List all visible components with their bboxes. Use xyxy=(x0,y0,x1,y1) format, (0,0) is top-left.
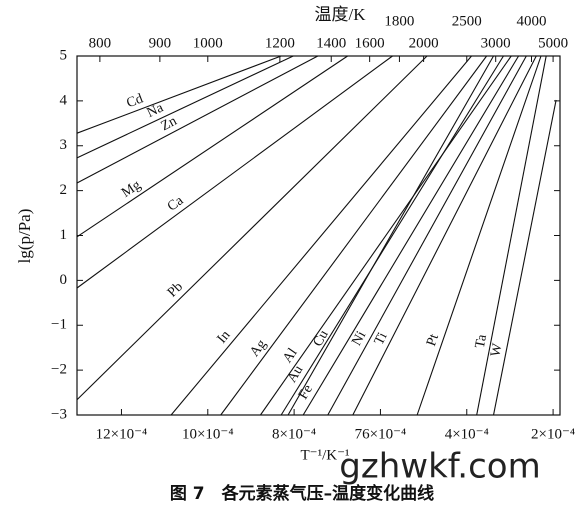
series-label: W xyxy=(488,341,505,358)
series-label: Cd xyxy=(125,91,146,111)
x2-tick-label: 1200 xyxy=(265,35,295,51)
series-line xyxy=(327,55,527,416)
series-label: Ca xyxy=(165,193,187,215)
x2-tick-label: 900 xyxy=(149,35,172,51)
series-label: Cu xyxy=(311,328,332,350)
x2-tick-label: 800 xyxy=(89,35,112,51)
series-line xyxy=(76,55,428,401)
series-label: Na xyxy=(145,100,167,121)
series-line xyxy=(259,55,512,416)
top-axis-title: 温度/K xyxy=(315,5,367,24)
y-tick-label: −2 xyxy=(51,362,67,378)
x2-tick-label: 1600 xyxy=(355,35,385,51)
series-label: Ti xyxy=(372,330,391,348)
x-tick-label: 4×10⁻⁴ xyxy=(445,426,489,442)
series-label: Ag xyxy=(247,337,269,360)
watermark: gzhwkf.com xyxy=(339,447,540,487)
series-line xyxy=(280,55,504,416)
series-label: Au xyxy=(285,363,307,385)
series-line xyxy=(76,55,393,289)
x2-tick-label: 1000 xyxy=(193,35,223,51)
series-label: Fe xyxy=(296,382,316,402)
x2-tick-label: 1400 xyxy=(316,35,346,51)
series-line xyxy=(492,99,557,416)
series-line xyxy=(76,55,282,134)
y-axis-label: lg(p/Pa) xyxy=(15,209,34,264)
series-line xyxy=(476,55,547,416)
series-line xyxy=(352,55,537,416)
series-label: Pb xyxy=(165,279,186,300)
x-tick-label: 12×10⁻⁴ xyxy=(96,426,148,442)
series-label: Ta xyxy=(473,332,490,349)
x2-tick-label: 5000 xyxy=(538,35,568,51)
y-tick-label: −1 xyxy=(51,317,67,333)
series-label: Pt xyxy=(424,332,442,348)
series-line xyxy=(302,55,520,416)
series-line xyxy=(416,55,542,416)
x-tick-label: 10×10⁻⁴ xyxy=(182,426,234,442)
x2-tick-label: 2000 xyxy=(409,35,439,51)
y-tick-label: 2 xyxy=(60,182,68,198)
series-line xyxy=(76,55,294,159)
x2-tick-label: 3000 xyxy=(481,35,511,51)
series-line xyxy=(220,55,488,416)
y-tick-label: 3 xyxy=(60,137,68,153)
x2-tick-label: 1800 xyxy=(384,13,414,29)
y-tick-label: 5 xyxy=(60,47,68,63)
y-tick-label: 4 xyxy=(60,92,68,108)
series-label: Al xyxy=(280,346,300,366)
y-tick-label: 0 xyxy=(60,272,68,288)
x2-tick-label: 2500 xyxy=(452,13,482,29)
x2-tick-label: 4000 xyxy=(517,13,547,29)
x-tick-label: 8×10⁻⁴ xyxy=(272,426,316,442)
x-axis-label: T⁻¹/K⁻¹ xyxy=(301,447,350,463)
series-label: Zn xyxy=(159,114,180,135)
y-tick-label: 1 xyxy=(60,227,68,243)
series-line xyxy=(287,55,495,416)
series-line xyxy=(170,55,472,416)
x-tick-label: 2×10⁻⁴ xyxy=(531,426,575,442)
caption: 图 7 各元素蒸气压–温度变化曲线 xyxy=(170,483,434,504)
series-label: Mg xyxy=(119,178,144,201)
y-tick-label: −3 xyxy=(51,406,67,422)
series-line xyxy=(76,55,319,184)
series-label: Ni xyxy=(349,329,369,349)
x-tick-label: 76×10⁻⁴ xyxy=(355,426,407,442)
series-line xyxy=(76,55,348,238)
